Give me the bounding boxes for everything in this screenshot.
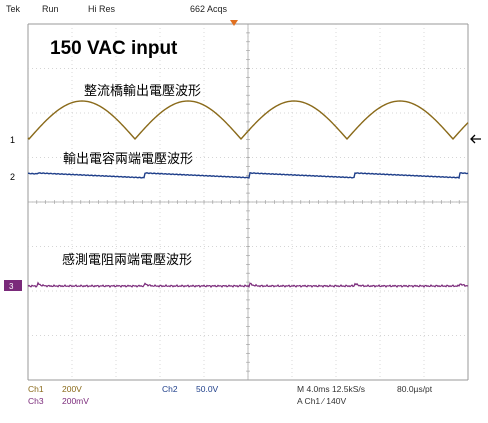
svg-text:3: 3 [9,282,14,291]
ch1-name: Ch1 [28,384,44,394]
channel-3-marker: 3 [4,280,22,291]
ch3-scale: 200mV [62,396,89,406]
acquisition-count: 662 Acqs [190,4,228,14]
trigger-level-icon [470,134,481,144]
graticule [27,23,469,381]
brand-label: Tek [6,4,21,14]
capacitor-voltage-trace [27,171,469,179]
sample-interval: 80.0µs/pt [397,384,433,394]
sense-resistor-voltage-label: 感測電阻兩端電壓波形 [62,252,193,267]
rectified-voltage-label: 整流橋輸出電壓波形 [84,83,202,98]
rectified-voltage-trace [27,100,469,141]
ch2-name: Ch2 [162,384,178,394]
timebase: M 4.0ms 12.5kS/s [297,384,366,394]
svg-text:2: 2 [10,172,15,182]
status-bar-top: Tek Run Hi Res 662 Acqs [0,0,488,16]
input-voltage-title: 150 VAC input [50,38,178,59]
channel-2-marker: 2 [10,172,15,182]
capacitor-voltage-label: 輸出電容兩端電壓波形 [63,151,194,166]
svg-text:1: 1 [10,135,15,145]
acquisition-mode: Hi Res [88,4,116,14]
run-state: Run [42,4,59,14]
sense-resistor-voltage-trace [27,281,469,288]
ch2-scale: 50.0V [196,384,219,394]
channel-1-marker: 1 [10,135,15,145]
trigger-position-icon [230,20,238,26]
ch1-scale: 200V [62,384,82,394]
ch3-name: Ch3 [28,396,44,406]
trigger-setting: A Ch1 ∕ 140V [297,396,347,406]
